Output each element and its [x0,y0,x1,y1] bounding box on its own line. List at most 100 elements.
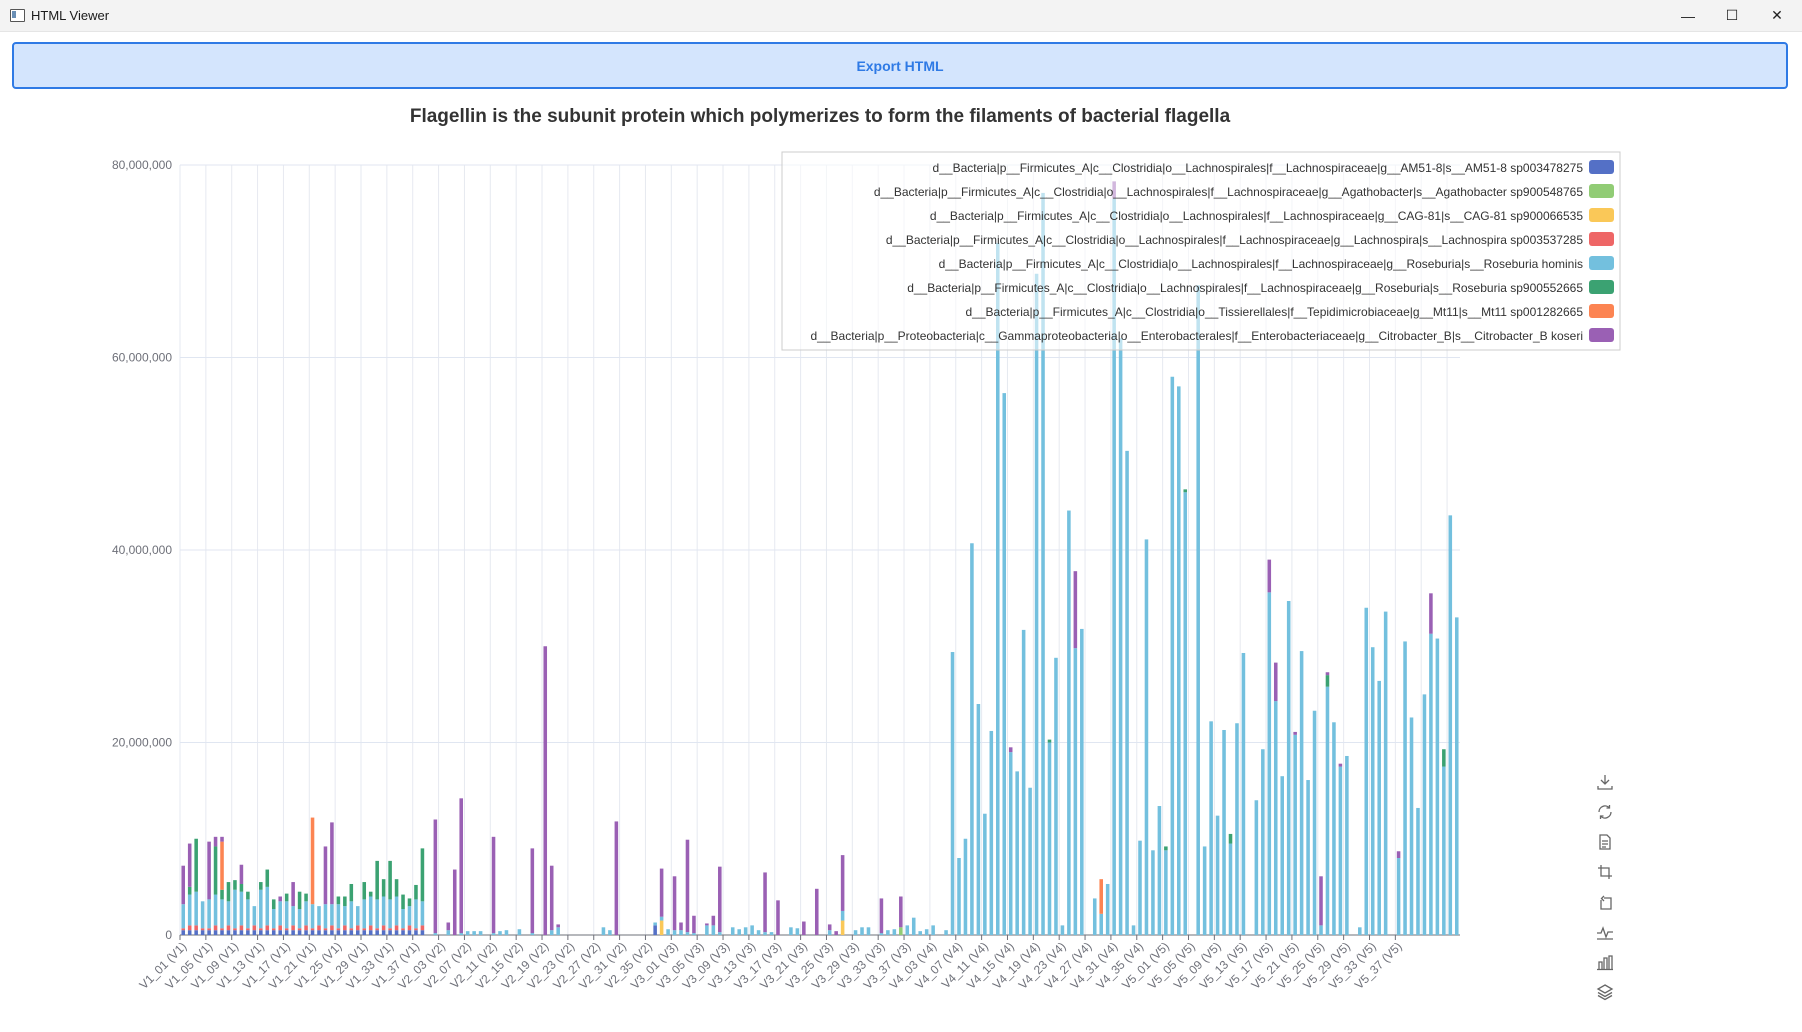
bar-segment [1080,628,1084,935]
bar-segment [1151,850,1155,935]
bar-segment [1060,925,1065,935]
bar-segment [349,883,354,902]
bar-segment [1325,675,1330,687]
bar-segment [737,929,741,935]
bar-segment [1383,611,1388,935]
bar-segment [530,848,535,934]
bar-segment [297,928,302,931]
bar-segment [187,894,192,926]
bar-segment [368,896,373,926]
legend-swatch [1589,184,1614,198]
bar-segment [394,879,399,897]
bar-segment [407,930,412,935]
bar-segment [336,930,341,935]
bar-segment [1131,925,1136,935]
bar-segment [478,931,483,935]
bar-segment [1228,843,1233,935]
bar-segment [556,924,560,928]
bar-segment [271,899,276,910]
bar-segment [239,864,244,884]
bar-segment [284,893,289,902]
bar-segment [692,915,696,934]
data-view-icon[interactable] [1593,830,1617,854]
bar-segment [291,906,295,926]
bar-segment [388,930,392,935]
bar-segment [297,891,302,910]
line-type-icon[interactable] [1593,920,1617,944]
bar-segment [330,930,334,935]
bar-segment [394,930,399,935]
bar-segment [1222,729,1226,935]
legend-swatch [1589,280,1614,294]
legend-box [781,151,1621,351]
bar-segment [679,922,683,931]
bar-segment [187,843,192,887]
bar-segment [336,896,341,905]
bar-segment [368,930,373,935]
y-tick-label: 0 [165,928,172,942]
bar-segment [911,917,916,935]
stack-icon[interactable] [1593,980,1617,1004]
close-button[interactable]: ✕ [1771,7,1783,23]
bar-segment [1215,815,1220,935]
bar-segment [659,916,664,921]
bar-segment [970,543,974,935]
bar-segment [252,930,257,935]
bar-type-icon[interactable] [1593,950,1617,974]
legend-label: d__Bacteria|p__Firmicutes_A|c__Clostridi… [930,209,1583,223]
export-html-button[interactable]: Export HTML [12,42,1788,89]
bar-segment [763,872,767,933]
bar-segment [1034,273,1039,935]
maximize-button[interactable]: ☐ [1725,7,1739,23]
bar-segment [291,925,295,931]
legend-label: d__Bacteria|p__Proteobacteria|c__Gammapr… [811,329,1584,343]
bar-segment [1319,925,1323,935]
bar-segment [420,901,425,926]
bar-segment [265,886,270,926]
bar-segment [1429,593,1433,634]
bar-segment [1299,651,1304,935]
legend-label: d__Bacteria|p__Firmicutes_A|c__Clostridi… [933,161,1584,175]
bar-segment [414,884,418,900]
bar-segment [1358,927,1362,935]
bar-segment [659,868,664,917]
zoom-icon[interactable] [1593,860,1617,884]
minimize-button[interactable]: — [1681,7,1695,24]
bar-segment [252,906,257,926]
bar-segment [840,910,845,921]
bar-segment [194,891,198,926]
bar-segment [1319,876,1323,926]
legend-swatch [1589,232,1614,246]
window-title: HTML Viewer [31,8,110,23]
bar-segment [1261,749,1265,935]
bar-segment [1267,592,1272,935]
bar-segment [1338,763,1343,767]
bar-segment [394,925,399,931]
bar-segment [284,928,289,931]
bar-segment [310,930,315,935]
bar-segment [1047,739,1052,743]
zoom-reset-icon[interactable] [1593,890,1617,914]
bar-segment [549,865,554,931]
bar-segment [685,839,690,933]
bar-segment [291,882,295,907]
bar-segment [1170,376,1175,935]
bar-segment [414,930,418,935]
bar-segment [834,931,838,935]
bar-segment [795,928,800,935]
bar-segment [278,930,282,935]
download-icon[interactable] [1593,770,1617,794]
bar-segment [207,841,211,900]
bar-segment [317,906,321,926]
bar-segment [1015,771,1019,935]
bar-segment [705,923,709,926]
bar-segment [349,901,354,929]
bar-segment [207,928,211,931]
restore-icon[interactable] [1593,800,1617,824]
bar-segment [1105,883,1110,935]
bar-segment [226,882,231,902]
bar-segment [246,891,250,900]
bar-segment [763,932,767,935]
bar-segment [1202,846,1207,935]
bar-segment [1345,755,1349,935]
